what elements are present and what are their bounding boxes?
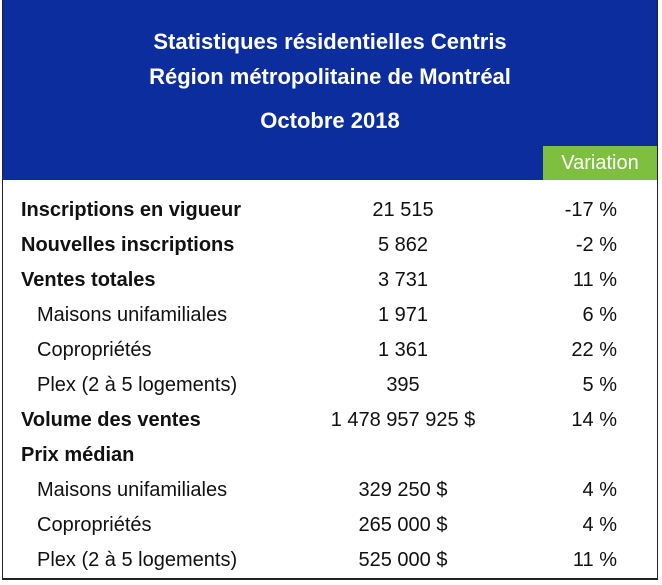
row-value: 1 971 (377, 304, 429, 326)
row-variation: -17 % (564, 199, 617, 221)
row-label: Maisons unifamiliales (37, 479, 228, 501)
row-label: Plex (2 à 5 logements) (37, 549, 238, 571)
row-variation: -2 % (575, 234, 617, 256)
row-label: Volume des ventes (21, 409, 201, 431)
row-label: Maisons unifamiliales (37, 304, 228, 326)
variation-column-header: Variation (543, 146, 657, 180)
table-row: Nouvelles inscriptions 5 862 -2 % (3, 228, 657, 262)
table-row: Maisons unifamiliales 329 250 $ 4 % (3, 473, 657, 507)
row-value: 265 000 $ (358, 514, 448, 536)
row-variation: 5 % (582, 374, 617, 396)
row-label: Copropriétés (37, 339, 152, 361)
row-label: Prix médian (21, 444, 135, 466)
title-line-2: Région métropolitaine de Montréal (149, 64, 511, 89)
row-label: Ventes totales (21, 269, 156, 291)
row-value: 525 000 $ (358, 549, 448, 571)
table-row: Maisons unifamiliales 1 971 6 % (3, 298, 657, 332)
table-row: Plex (2 à 5 logements) 525 000 $ 11 % (3, 543, 657, 577)
table-row: Plex (2 à 5 logements) 395 5 % (3, 368, 657, 402)
row-value: 395 (386, 374, 420, 396)
table-header: Statistiques résidentielles Centris Régi… (3, 0, 657, 146)
table-row: Copropriétés 1 361 22 % (3, 333, 657, 367)
row-label: Inscriptions en vigueur (21, 199, 242, 221)
row-variation: 4 % (582, 479, 617, 501)
table-row: Prix médian (3, 438, 657, 472)
row-value: 1 361 (377, 339, 429, 361)
row-value: 329 250 $ (358, 479, 448, 501)
table-row: Ventes totales 3 731 11 % (3, 263, 657, 297)
row-variation: 22 % (571, 339, 617, 361)
row-value: 5 862 (377, 234, 429, 256)
row-variation: 14 % (571, 409, 617, 431)
row-variation: 11 % (572, 549, 617, 571)
column-header-bar: Variation (3, 146, 657, 180)
row-value: 3 731 (377, 269, 429, 291)
row-value: 21 515 (372, 199, 434, 221)
title-line-3: Octobre 2018 (260, 108, 400, 133)
row-variation: 6 % (582, 304, 617, 326)
table-row: Copropriétés 265 000 $ 4 % (3, 508, 657, 542)
row-label: Plex (2 à 5 logements) (37, 374, 238, 396)
row-variation: 11 % (572, 269, 617, 291)
row-label: Copropriétés (37, 514, 152, 536)
row-label: Nouvelles inscriptions (21, 234, 235, 256)
table-row: Volume des ventes 1 478 957 925 $ 14 % (3, 403, 657, 437)
table-row: Inscriptions en vigueur 21 515 -17 % (3, 193, 657, 227)
title-line-1: Statistiques résidentielles Centris (153, 29, 507, 54)
row-value: 1 478 957 925 $ (330, 409, 476, 431)
row-variation: 4 % (582, 514, 617, 536)
